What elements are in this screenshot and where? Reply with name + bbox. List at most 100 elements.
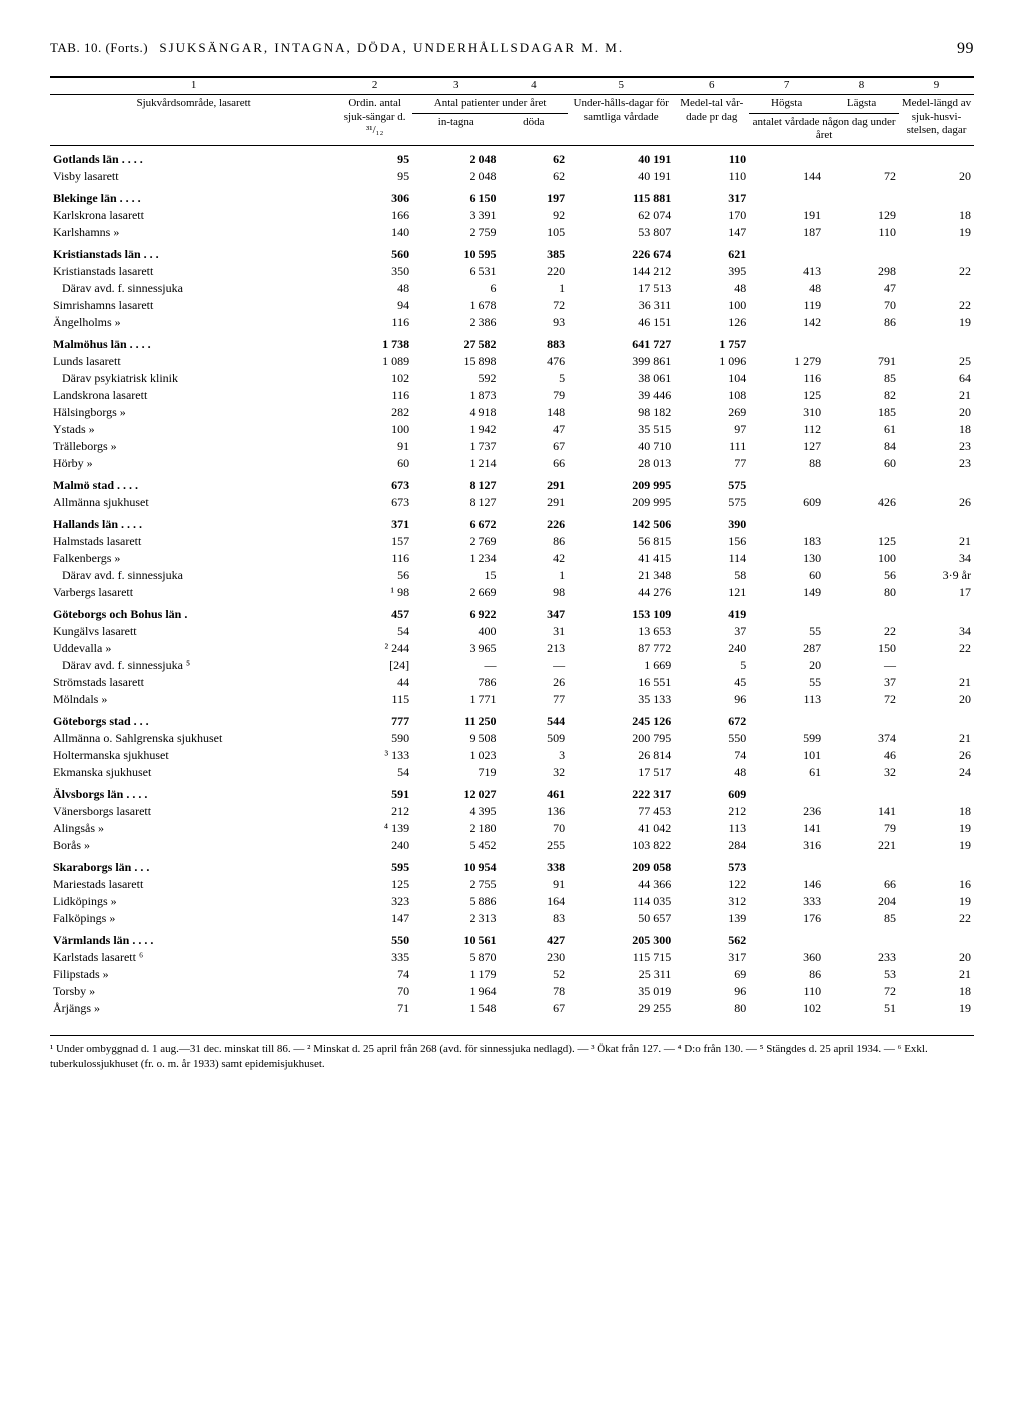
cell: 25 [899, 353, 974, 370]
cell: 2 669 [412, 584, 499, 601]
cell: 2 048 [412, 168, 499, 185]
cell: 287 [749, 640, 824, 657]
table-row: Därav avd. f. sinnessjuka486117 51348484… [50, 280, 974, 297]
cell: 22 [899, 640, 974, 657]
cell: 156 [674, 533, 749, 550]
cell: ³ 133 [337, 747, 412, 764]
cell: 26 814 [568, 747, 674, 764]
cell [824, 331, 899, 353]
cell: 62 [499, 146, 568, 169]
cell: 371 [337, 511, 412, 533]
cell: 44 366 [568, 876, 674, 893]
cell: 221 [824, 837, 899, 854]
row-name: Trälleborgs » [50, 438, 337, 455]
cell: 212 [674, 803, 749, 820]
cell: 5 886 [412, 893, 499, 910]
cell [749, 511, 824, 533]
cell: 22 [899, 297, 974, 314]
cell: 590 [337, 730, 412, 747]
cell [824, 241, 899, 263]
row-name: Filipstads » [50, 966, 337, 983]
cell: 183 [749, 533, 824, 550]
row-name: Årjängs » [50, 1000, 337, 1017]
cell [749, 331, 824, 353]
cell: 509 [499, 730, 568, 747]
cell: 12 027 [412, 781, 499, 803]
cell: 104 [674, 370, 749, 387]
cell: 41 415 [568, 550, 674, 567]
cell: 97 [674, 421, 749, 438]
cell: 114 035 [568, 893, 674, 910]
cell: ¹ 98 [337, 584, 412, 601]
cell: 2 755 [412, 876, 499, 893]
cell: 42 [499, 550, 568, 567]
cell: 125 [749, 387, 824, 404]
col-header: Lägsta [824, 94, 899, 113]
cell: 125 [824, 533, 899, 550]
cell: 85 [824, 370, 899, 387]
cell: ⁴ 139 [337, 820, 412, 837]
cell [824, 781, 899, 803]
table-body: Gotlands län . . . .952 0486240 191110Vi… [50, 146, 974, 1018]
cell: 18 [899, 983, 974, 1000]
cell [749, 185, 824, 207]
cell: 317 [674, 949, 749, 966]
cell: 3·9 år [899, 567, 974, 584]
cell: 1 678 [412, 297, 499, 314]
cell: 20 [899, 168, 974, 185]
cell: 176 [749, 910, 824, 927]
cell: 55 [749, 623, 824, 640]
cell: 23 [899, 455, 974, 472]
cell: 21 [899, 387, 974, 404]
header-row: Sjukvårdsområde, lasarett Ordin. antal s… [50, 94, 974, 113]
cell: 48 [674, 280, 749, 297]
footnotes: ¹ Under ombyggnad d. 1 aug.—31 dec. mins… [50, 1035, 974, 1072]
table-row: Göteborgs och Bohus län .4576 922347153 … [50, 601, 974, 623]
cell: 32 [499, 764, 568, 781]
cell: 291 [499, 494, 568, 511]
table-row: Falköpings »1472 3138350 6571391768522 [50, 910, 974, 927]
colnum: 1 [50, 77, 337, 94]
cell [899, 781, 974, 803]
cell [749, 927, 824, 949]
cell: 609 [674, 781, 749, 803]
cell: 399 861 [568, 353, 674, 370]
cell: 86 [749, 966, 824, 983]
row-name: Kristianstads län . . . [50, 241, 337, 263]
cell: 69 [674, 966, 749, 983]
cell: 10 954 [412, 854, 499, 876]
cell: 78 [499, 983, 568, 1000]
cell: 129 [824, 207, 899, 224]
cell: 110 [674, 146, 749, 169]
cell [824, 601, 899, 623]
cell: 240 [674, 640, 749, 657]
cell: 53 807 [568, 224, 674, 241]
table-row: Kristianstads län . . .56010 595385226 6… [50, 241, 974, 263]
cell: 150 [824, 640, 899, 657]
tab-label: TAB. 10. (Forts.) [50, 40, 148, 55]
table-row: Därav avd. f. sinnessjuka ⁵[24]——1 66952… [50, 657, 974, 674]
cell: 47 [499, 421, 568, 438]
cell: 8 127 [412, 494, 499, 511]
cell: 79 [824, 820, 899, 837]
row-name: Varbergs lasarett [50, 584, 337, 601]
cell: 100 [674, 297, 749, 314]
row-name: Göteborgs och Bohus län . [50, 601, 337, 623]
table-row: Ystads »1001 9424735 515971126118 [50, 421, 974, 438]
cell: 6 922 [412, 601, 499, 623]
cell: 310 [749, 404, 824, 421]
row-name: Halmstads lasarett [50, 533, 337, 550]
cell: 29 255 [568, 1000, 674, 1017]
cell: 26 [499, 674, 568, 691]
cell: 374 [824, 730, 899, 747]
table-row: Malmö stad . . . .6738 127291209 995575 [50, 472, 974, 494]
cell: 883 [499, 331, 568, 353]
cell: 6 150 [412, 185, 499, 207]
cell: 6 672 [412, 511, 499, 533]
cell: 40 191 [568, 168, 674, 185]
cell [824, 185, 899, 207]
cell: ² 244 [337, 640, 412, 657]
cell [749, 781, 824, 803]
cell: 46 151 [568, 314, 674, 331]
cell: 17 517 [568, 764, 674, 781]
